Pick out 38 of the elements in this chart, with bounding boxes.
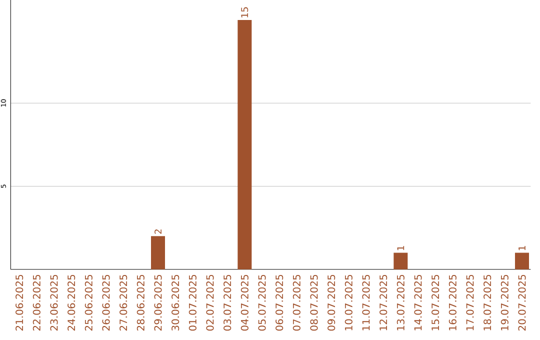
data-label: 2 [154,229,162,234]
x-tick-label: 05.07.2025 [258,274,266,331]
bar [151,236,165,270]
x-tick-label: 14.07.2025 [414,274,422,330]
x-tick-label: 30.06.2025 [172,274,180,331]
x-tick-label: 16.07.2025 [448,274,456,330]
bar [394,252,408,270]
x-tick-label: 17.07.2025 [466,274,474,330]
x-tick-label: 09.07.2025 [328,274,336,331]
x-tick-label: 18.07.2025 [484,274,492,330]
data-label: 15 [241,7,248,18]
x-tick-label: 11.07.2025 [362,274,370,330]
x-tick-label: 13.07.2025 [396,274,404,330]
x-tick-label: 10.07.2025 [344,274,352,330]
data-label: 1 [518,246,526,250]
x-tick-label: 12.07.2025 [380,274,388,330]
x-tick-label: 07.07.2025 [292,274,300,331]
data-label: 1 [397,246,404,250]
x-tick-label: 29.06.2025 [154,274,162,331]
x-tick-label: 21.06.2025 [16,274,24,331]
x-tick-label: 15.07.2025 [432,274,440,330]
x-tick-label: 08.07.2025 [310,274,318,331]
x-tick-label: 28.06.2025 [136,274,144,331]
x-tick-label: 04.07.2025 [240,274,248,331]
bar [238,20,252,270]
x-tick-label: 03.07.2025 [224,274,232,331]
x-tick-label: 25.06.2025 [84,274,92,331]
x-tick-label: 01.07.2025 [188,274,196,331]
x-tick-label: 24.06.2025 [68,274,76,331]
x-tick-label: 20.07.2025 [518,274,526,331]
x-tick-label: 26.06.2025 [102,274,110,331]
x-tick-label: 02.07.2025 [206,274,214,331]
x-tick-label: 19.07.2025 [500,274,508,330]
x-tick-label: 23.06.2025 [50,274,58,331]
bar [515,252,529,270]
x-tick-label: 27.06.2025 [120,274,128,331]
x-tick-label: 22.06.2025 [32,274,40,331]
x-tick-label: 06.07.2025 [276,274,284,331]
